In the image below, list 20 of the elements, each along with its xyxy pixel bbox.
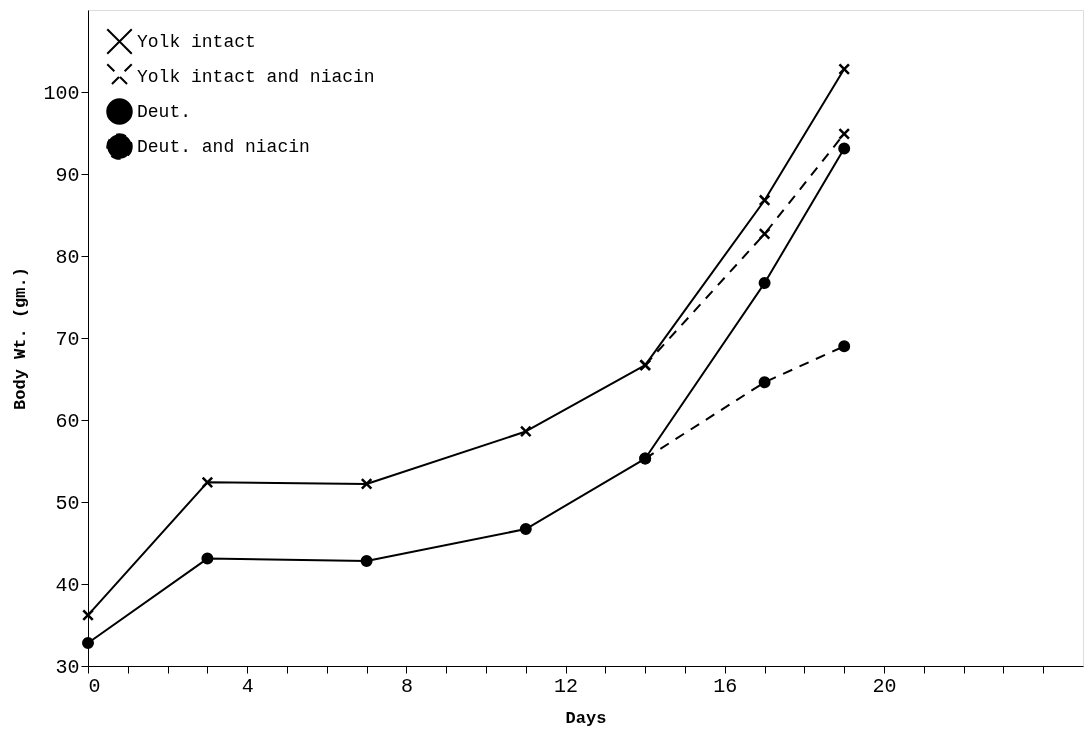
y-tick-label: 70	[55, 327, 80, 351]
y-tick-label: 80	[55, 245, 80, 269]
x-tick-label: 12	[554, 674, 579, 698]
y-tick-label: 60	[55, 409, 80, 433]
x-tick-label: 4	[241, 674, 254, 698]
legend-label: Yolk intact	[137, 31, 256, 52]
legend-label: Deut.	[137, 101, 192, 122]
y-tick-label: 30	[55, 655, 80, 679]
x-tick-label: 20	[872, 674, 897, 698]
x-tick-label: 0	[88, 674, 101, 698]
y-tick-label: 50	[55, 491, 80, 515]
x-tick-label: 16	[713, 674, 738, 698]
x-tick-label: 8	[400, 674, 413, 698]
y-tick-label: 90	[55, 163, 80, 187]
y-tick-label: 100	[43, 81, 80, 105]
y-tick-label: 40	[55, 573, 80, 597]
y-axis-title: Body Wt. (gm.)	[11, 267, 31, 410]
legend-label: Yolk intact and niacin	[137, 66, 375, 87]
legend-label: Deut. and niacin	[137, 136, 310, 157]
x-axis-title: Days	[565, 708, 607, 728]
